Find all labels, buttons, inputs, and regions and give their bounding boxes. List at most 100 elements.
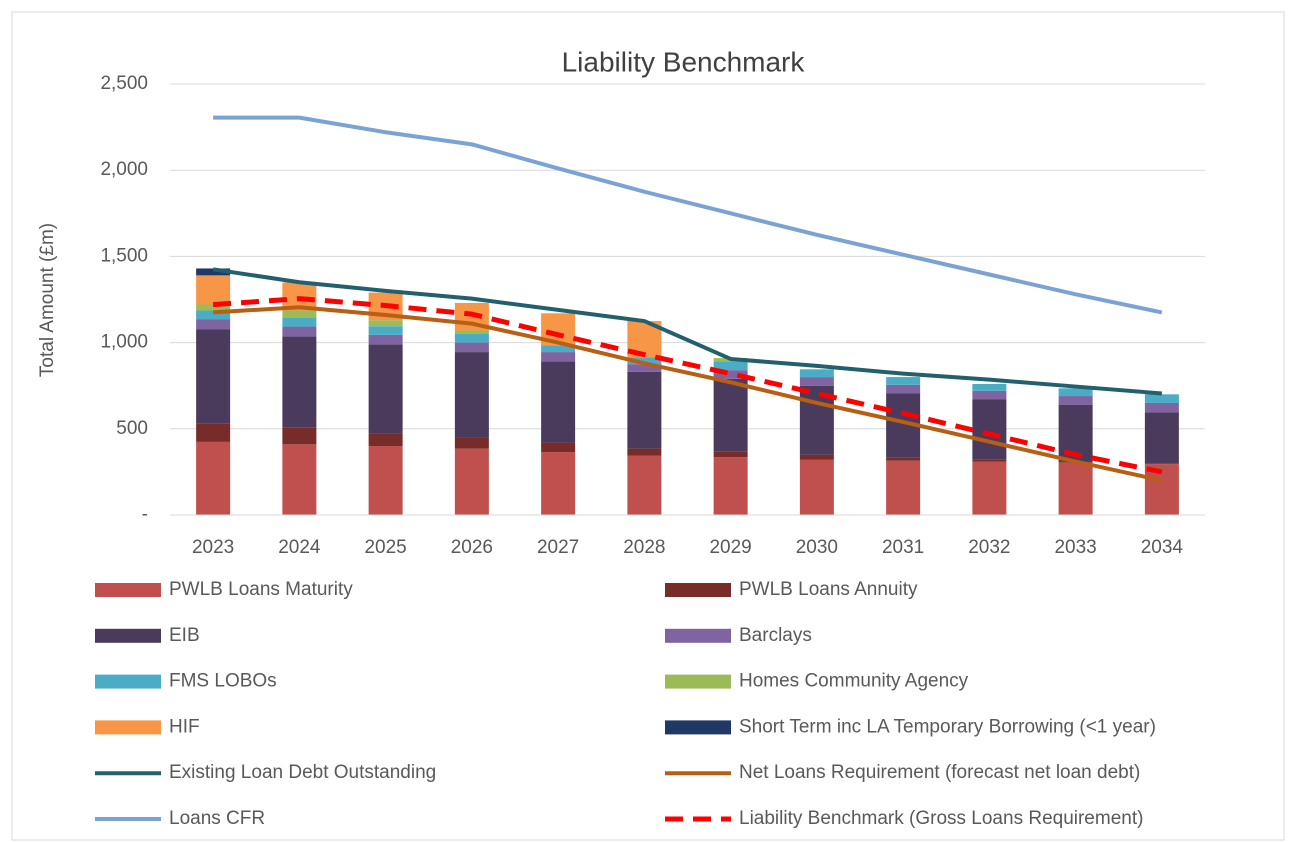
bar-segment (282, 427, 317, 445)
bar-segment (541, 352, 576, 362)
bar-segment (541, 452, 576, 515)
bar-segment (196, 319, 231, 330)
x-tick-label: 2033 (1054, 537, 1096, 558)
y-tick-label: - (142, 504, 148, 525)
bar-segment (282, 310, 317, 318)
bar-segment (972, 390, 1007, 400)
legend-label: Net Loans Requirement (forecast net loan… (739, 762, 1140, 783)
legend-swatch (95, 628, 161, 643)
bar-segment (627, 455, 662, 515)
bar-segment (1058, 462, 1093, 515)
legend-label: HIF (169, 716, 200, 737)
legend-swatch (95, 720, 161, 735)
bar-segment (713, 361, 748, 371)
legend-label: PWLB Loans Annuity (739, 579, 918, 600)
bar-segment (454, 448, 489, 515)
line-series (213, 115, 1163, 315)
bar-segment (454, 330, 489, 334)
bar-segment (1144, 412, 1179, 464)
bar-segment (454, 333, 489, 343)
x-tick-label: 2025 (364, 537, 406, 558)
bar-segment (627, 357, 662, 365)
bar-segment (713, 378, 748, 452)
x-tick-label: 2029 (709, 537, 751, 558)
x-tick-label: 2026 (451, 537, 493, 558)
y-tick-label: 1,500 (100, 245, 148, 266)
bar-segment (196, 304, 231, 311)
chart-title: Liability Benchmark (562, 46, 806, 77)
bar-segment (1058, 396, 1093, 405)
x-tick-label: 2034 (1141, 537, 1184, 558)
legend-swatch (95, 674, 161, 689)
bar-segment (368, 326, 403, 335)
line-series (212, 296, 1163, 475)
x-tick-label: 2028 (623, 537, 665, 558)
bar-segment (627, 364, 662, 372)
bar-segment (282, 326, 317, 337)
line-series (213, 305, 1163, 483)
x-tick-label: 2031 (882, 537, 924, 558)
legend-label: Existing Loan Debt Outstanding (169, 762, 436, 783)
x-tick-label: 2024 (278, 537, 321, 558)
bar-segment (454, 437, 489, 449)
bar-segment (282, 317, 317, 327)
bar-segment (1144, 463, 1179, 465)
bar-segment (541, 442, 576, 453)
bar-segment (454, 342, 489, 353)
x-tick-label: 2027 (537, 537, 579, 558)
bar-segment (972, 383, 1007, 391)
bar-segment (627, 371, 662, 449)
bar-segment (196, 329, 231, 424)
bar-segment (196, 441, 231, 515)
line-series (212, 267, 1163, 396)
y-tick-label: 2,000 (100, 159, 148, 180)
bar-segment (196, 310, 231, 320)
bar-segment (368, 433, 403, 447)
legend-label: Loans CFR (169, 808, 265, 829)
x-tick-label: 2023 (192, 537, 234, 558)
legend-label: Short Term inc LA Temporary Borrowing (<… (739, 716, 1156, 737)
bar-segment (886, 457, 921, 461)
bar-segment (713, 370, 748, 379)
bar-segment (886, 384, 921, 394)
legend-swatch (95, 583, 161, 597)
x-tick-label: 2032 (968, 537, 1010, 558)
legend-swatch (665, 720, 731, 735)
bar-segment (886, 460, 921, 515)
bar-segment (196, 423, 231, 442)
y-axis-label: Total Amount (£m) (37, 223, 58, 377)
bar-segment (196, 275, 231, 305)
legend-swatch (665, 583, 731, 597)
legend-label: Liability Benchmark (Gross Loans Require… (739, 808, 1143, 829)
bar-segment (713, 457, 748, 515)
legend-label: Barclays (739, 625, 812, 646)
bar-segment (886, 377, 921, 385)
bar-segment (368, 446, 403, 515)
bar-segment (368, 334, 403, 345)
bar-segment (196, 268, 231, 276)
bar-segment (627, 448, 662, 456)
bar-segment (541, 361, 576, 443)
legend-label: PWLB Loans Maturity (169, 579, 353, 600)
bar-segment (972, 459, 1007, 462)
legend-label: EIB (169, 625, 200, 646)
bar-segment (282, 336, 317, 428)
bar-segment (1058, 404, 1093, 462)
chart-frame (11, 11, 1285, 841)
bar-segment (799, 377, 834, 386)
legend-label: FMS LOBOs (169, 671, 277, 692)
bar-segment (282, 444, 317, 515)
bar-segment (368, 320, 403, 327)
y-tick-label: 2,500 (100, 73, 148, 94)
bar-segment (799, 454, 834, 460)
legend-label: Homes Community Agency (739, 671, 969, 692)
x-tick-label: 2030 (796, 537, 838, 558)
bar-segment (541, 345, 576, 353)
bar-segment (1144, 464, 1179, 515)
bar-segment (1058, 388, 1093, 397)
y-tick-label: 500 (116, 418, 148, 439)
bar-segment (454, 352, 489, 438)
bar-segment (713, 451, 748, 458)
bar-segment (799, 369, 834, 378)
